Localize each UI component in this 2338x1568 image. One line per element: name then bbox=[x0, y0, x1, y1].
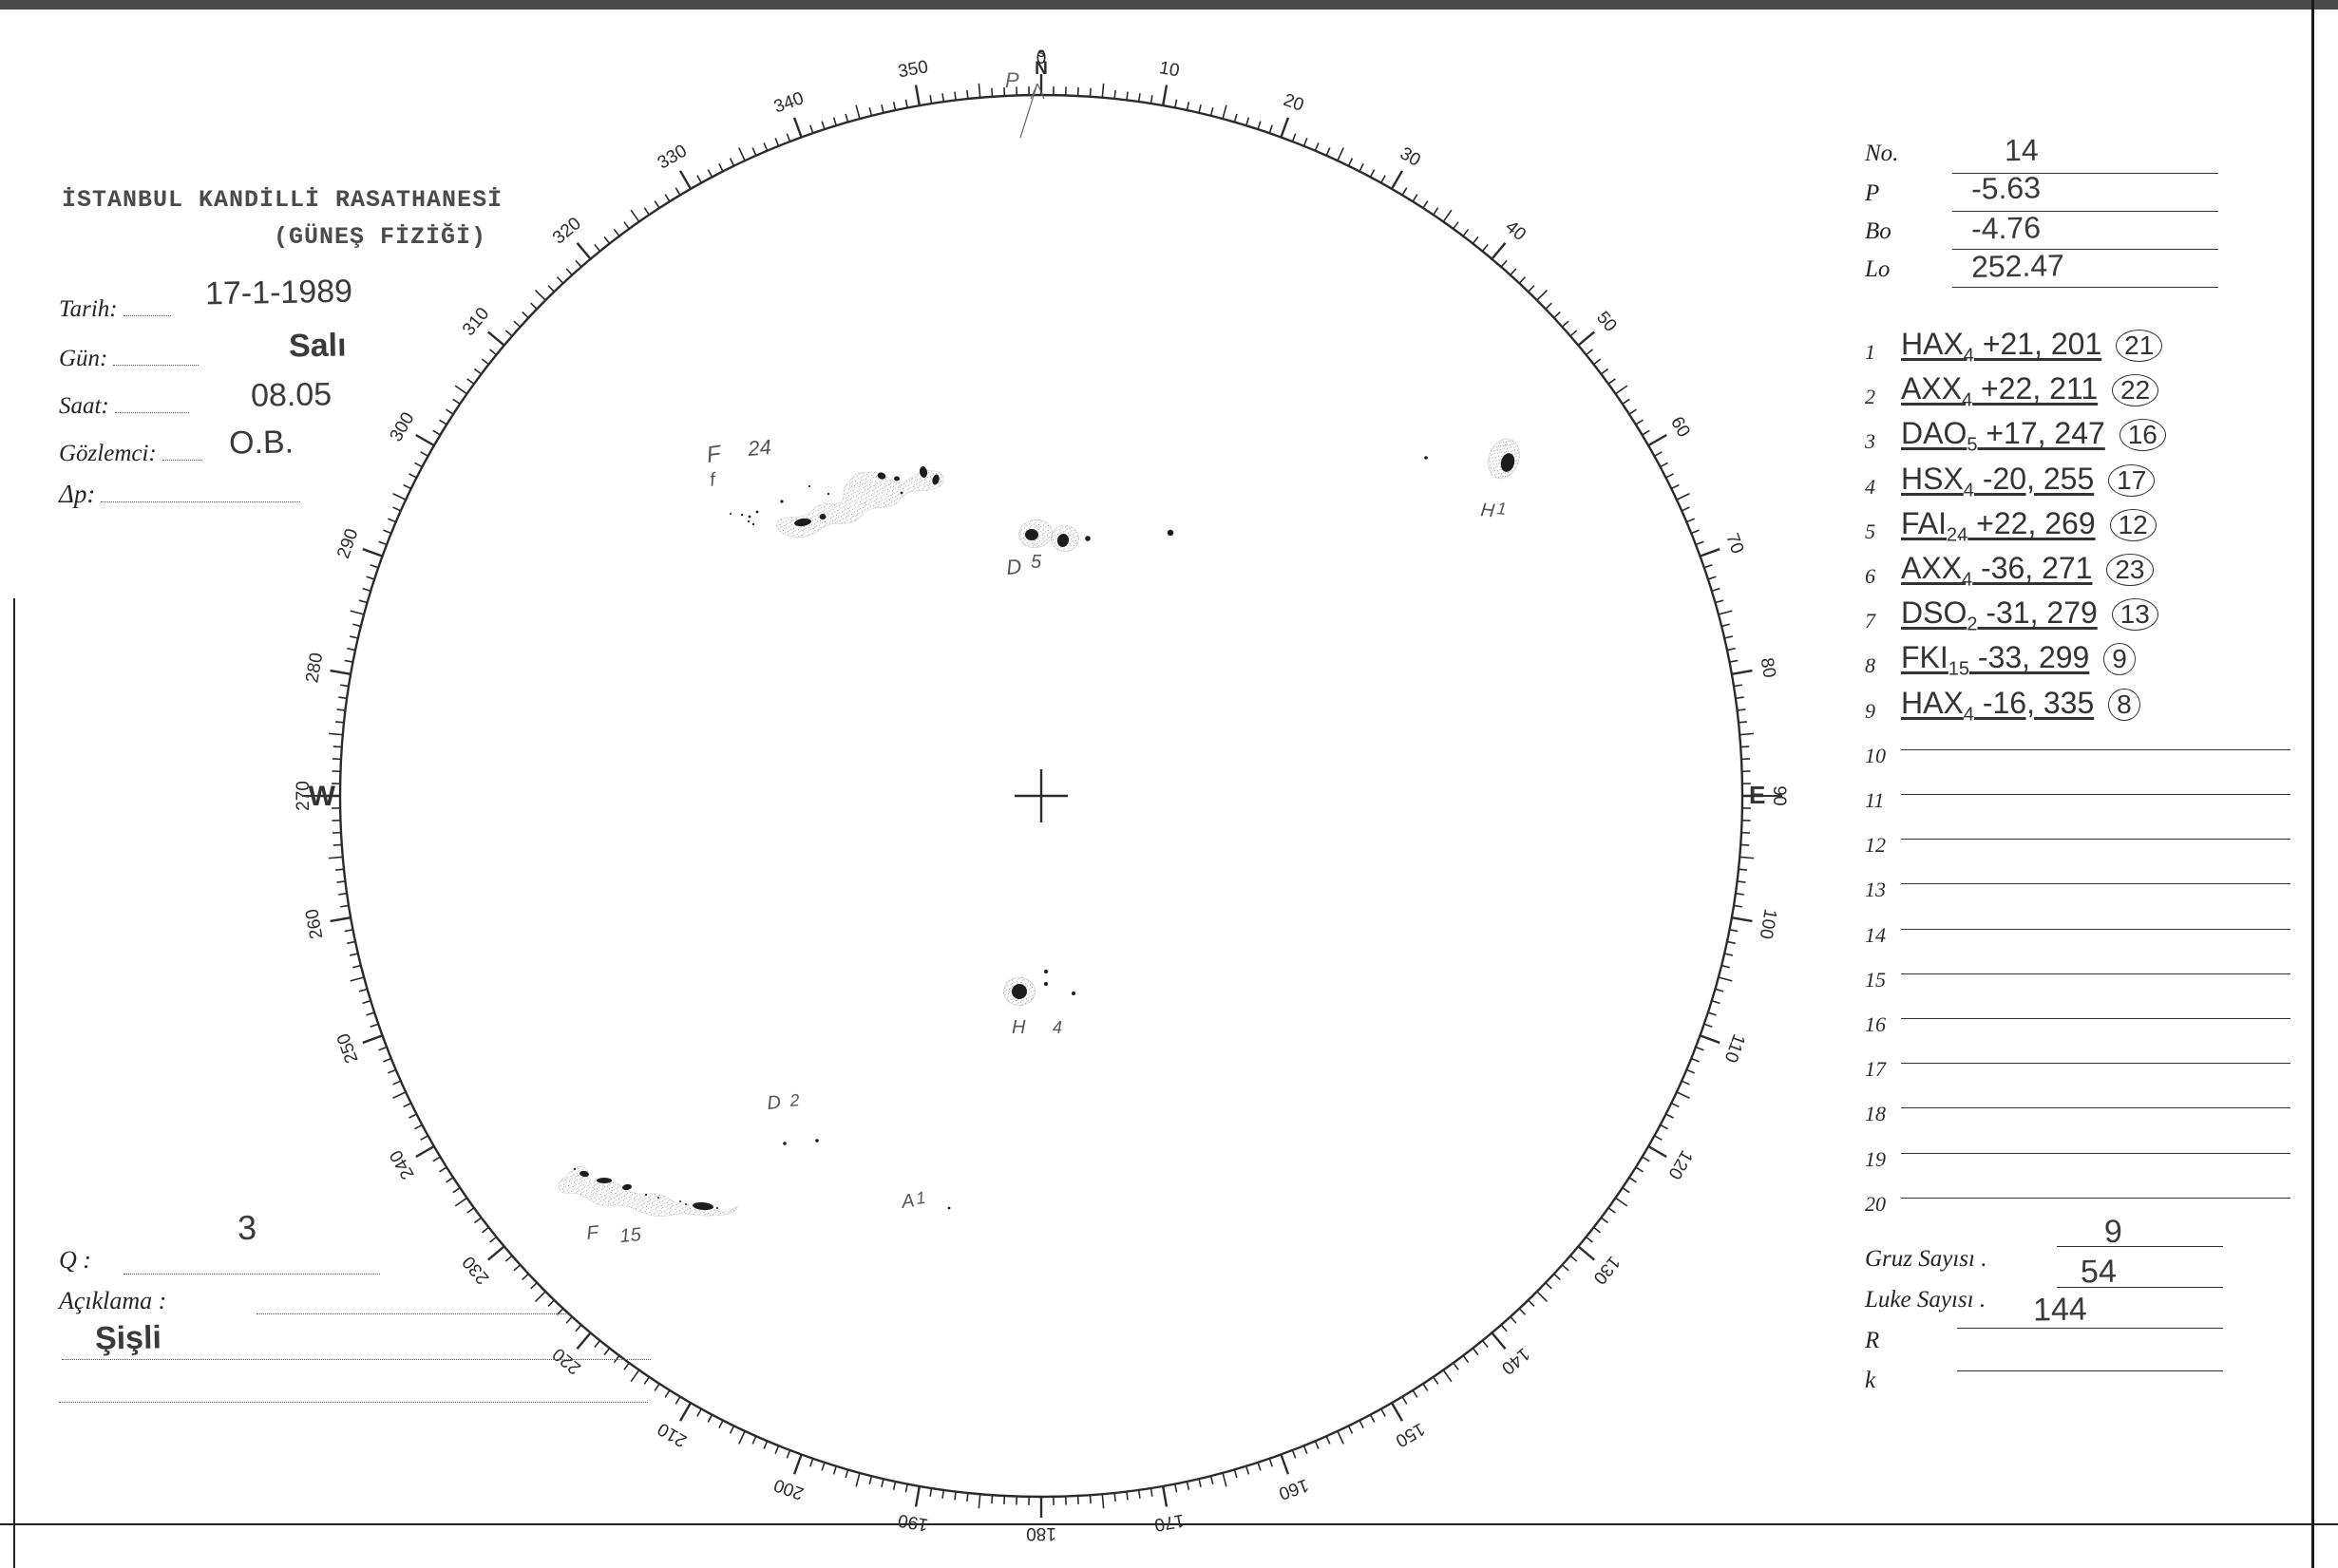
svg-text:D: D bbox=[767, 1092, 782, 1114]
svg-text:110: 110 bbox=[1720, 1031, 1749, 1066]
svg-text:S: S bbox=[1037, 48, 1044, 60]
svg-text:140: 140 bbox=[1497, 1344, 1533, 1378]
svg-text:70: 70 bbox=[1721, 531, 1747, 557]
svg-text:190: 190 bbox=[897, 1510, 930, 1535]
svg-text:210: 210 bbox=[655, 1418, 691, 1450]
svg-text:320: 320 bbox=[549, 214, 585, 248]
svg-text:350: 350 bbox=[897, 57, 930, 82]
svg-text:60: 60 bbox=[1666, 413, 1694, 441]
svg-text:290: 290 bbox=[333, 526, 363, 561]
svg-text:5: 5 bbox=[1031, 552, 1042, 573]
svg-text:f: f bbox=[709, 469, 719, 491]
svg-text:N: N bbox=[1035, 59, 1048, 79]
svg-text:4: 4 bbox=[1053, 1018, 1062, 1037]
svg-text:180: 180 bbox=[1026, 1523, 1056, 1543]
svg-text:F: F bbox=[586, 1222, 601, 1244]
svg-text:15: 15 bbox=[619, 1224, 643, 1247]
svg-text:50: 50 bbox=[1592, 308, 1621, 336]
svg-text:160: 160 bbox=[1276, 1474, 1311, 1503]
svg-text:20: 20 bbox=[1281, 90, 1306, 116]
svg-text:150: 150 bbox=[1392, 1418, 1428, 1450]
svg-text:F: F bbox=[705, 441, 724, 468]
svg-text:250: 250 bbox=[333, 1030, 363, 1066]
svg-text:130: 130 bbox=[1589, 1252, 1624, 1288]
svg-text:24: 24 bbox=[746, 435, 772, 461]
svg-text:100: 100 bbox=[1756, 907, 1780, 940]
svg-text:170: 170 bbox=[1152, 1510, 1186, 1535]
svg-text:340: 340 bbox=[771, 88, 807, 118]
svg-text:300: 300 bbox=[387, 409, 419, 445]
svg-text:260: 260 bbox=[302, 907, 327, 940]
svg-text:30: 30 bbox=[1397, 143, 1424, 171]
svg-text:310: 310 bbox=[459, 304, 493, 340]
svg-text:P: P bbox=[1005, 68, 1019, 92]
svg-text:220: 220 bbox=[549, 1344, 585, 1378]
svg-text:H: H bbox=[1479, 500, 1495, 521]
svg-text:200: 200 bbox=[771, 1474, 807, 1503]
svg-text:1: 1 bbox=[915, 1188, 927, 1208]
svg-text:A: A bbox=[900, 1190, 916, 1213]
svg-text:D: D bbox=[1005, 555, 1022, 579]
svg-text:W: W bbox=[309, 781, 336, 812]
svg-text:40: 40 bbox=[1501, 217, 1530, 245]
svg-text:H: H bbox=[1012, 1017, 1026, 1038]
svg-text:2: 2 bbox=[789, 1090, 801, 1110]
svg-text:120: 120 bbox=[1663, 1146, 1696, 1182]
svg-text:230: 230 bbox=[459, 1252, 493, 1288]
svg-text:330: 330 bbox=[655, 142, 691, 174]
svg-text:240: 240 bbox=[387, 1146, 419, 1182]
svg-text:80: 80 bbox=[1757, 656, 1779, 679]
svg-text:E: E bbox=[1749, 781, 1765, 809]
svg-text:1: 1 bbox=[1496, 499, 1508, 519]
svg-text:10: 10 bbox=[1158, 58, 1181, 81]
svg-text:280: 280 bbox=[302, 652, 327, 685]
